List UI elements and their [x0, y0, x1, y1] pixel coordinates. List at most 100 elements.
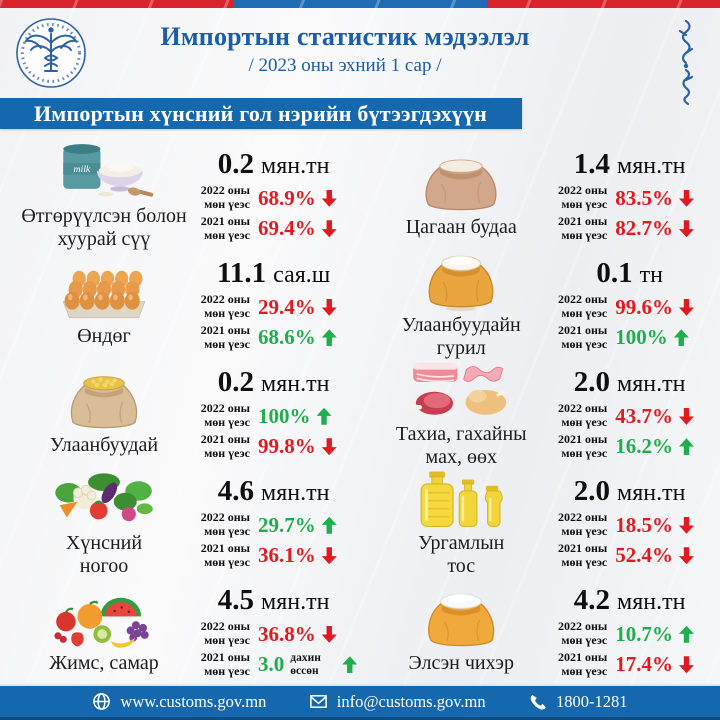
trend-arrow — [321, 516, 337, 534]
customs-logo-icon — [14, 16, 88, 90]
header: Импортын статистик мэдээлэл / 2023 оны э… — [0, 8, 720, 106]
change-vs-2022: 2022 оны мөн үеэс 29.4% — [190, 293, 357, 321]
trend-arrow — [679, 298, 694, 316]
product-card-sugar: Элсэн чихэр 4.2 мян.тн 2022 оны мөн үеэс 1… — [375, 577, 714, 686]
globe-icon — [92, 692, 111, 711]
product-card-wheat-flour: Улаанбуудайн гурил 0.1 тн 2022 оны мөн үеэ… — [375, 250, 714, 359]
trend-arrow — [679, 516, 694, 534]
strip-blue-center — [233, 0, 487, 8]
import-volume: 4.6 мян.тн — [217, 475, 330, 508]
import-volume: 2.0 мян.тн — [573, 366, 686, 399]
import-volume: 2.0 мян.тн — [573, 475, 686, 508]
product-name: Өндөг — [77, 325, 131, 348]
product-name: Элсэн чихэр — [408, 652, 514, 675]
product-name: Тахиа, гахайны мах, өөх — [395, 423, 527, 468]
trend-arrow — [679, 625, 694, 643]
change-vs-2021: 2021 оны мөн үеэс 3.0 дахин өссөн — [190, 650, 358, 679]
change-vs-2022: 2022 оны мөн үеэс 68.9% — [190, 184, 357, 212]
change-vs-2022: 2022 оны мөн үеэс 99.6% — [547, 293, 712, 321]
change-vs-2021: 2021 оны мөн үеэс 99.8% — [190, 432, 357, 461]
footer-phone: 1800-1281 — [528, 692, 628, 712]
change-vs-2021: 2021 оны мөн үеэс 52.4% — [547, 541, 712, 570]
trend-arrow — [321, 298, 337, 316]
trend-arrow — [679, 407, 694, 425]
import-volume: 4.5 мян.тн — [217, 584, 330, 617]
change-vs-2021: 2021 оны мөн үеэс 82.7% — [547, 214, 712, 243]
product-card-rice: Цагаан будаа 1.4 мян.тн 2022 оны мөн үеэс … — [375, 141, 714, 250]
product-card-fruits: Жимс, самар 4.5 мян.тн 2022 оны мөн үеэс 3… — [18, 577, 359, 686]
trend-arrow — [679, 656, 694, 674]
milk-powder-icon: milk — [45, 141, 163, 203]
email-text: info@customs.gov.mn — [336, 691, 486, 711]
import-volume: 0.2 мян.тн — [217, 148, 330, 181]
wheat-sack-icon — [45, 370, 163, 432]
trend-arrow — [679, 438, 694, 456]
rice-sack-icon — [402, 152, 520, 214]
meat-icon — [402, 359, 520, 421]
change-vs-2022: 2022 оны мөн үеэс 10.7% — [547, 620, 712, 648]
product-name: Цагаан будаа — [405, 216, 517, 239]
product-card-wheat: Улаанбуудай 0.2 мян.тн 2022 оны мөн үеэс 1… — [18, 359, 359, 468]
trend-arrow — [321, 220, 337, 238]
trend-arrow — [321, 189, 337, 207]
footer-website: www.customs.gov.mn — [92, 692, 266, 712]
mail-icon — [309, 692, 328, 711]
change-vs-2021: 2021 оны мөн үеэс 17.4% — [547, 650, 712, 679]
product-card-vegetables: Хүнсний ногоо 4.6 мян.тн 2022 оны мөн үеэс… — [18, 468, 359, 577]
product-grid: milk Өтгөрүүлсэн болон хуурай сүү 0.2 мян… — [0, 129, 720, 686]
change-vs-2022: 2022 оны мөн үеэс 18.5% — [547, 511, 712, 539]
change-vs-2021: 2021 оны мөн үеэс 69.4% — [190, 214, 357, 243]
import-volume: 4.2 мян.тн — [573, 584, 686, 617]
import-volume: 1.4 мян.тн — [573, 148, 686, 181]
trend-arrow — [679, 547, 694, 565]
product-name: Хүнсний ногоо — [65, 532, 143, 577]
product-name: Жимс, самар — [49, 652, 159, 675]
phone-text: 1800-1281 — [556, 691, 628, 711]
trend-arrow — [679, 189, 694, 207]
oil-bottles-icon — [402, 468, 520, 530]
website-text: www.customs.gov.mn — [120, 691, 267, 711]
trend-arrow — [321, 625, 337, 643]
trend-arrow — [679, 220, 694, 238]
change-vs-2021: 2021 оны мөн үеэс 36.1% — [190, 541, 357, 570]
import-volume: 0.1 тн — [596, 257, 663, 290]
change-vs-2022: 2022 оны мөн үеэс 43.7% — [547, 402, 712, 430]
change-vs-2022: 2022 оны мөн үеэс 29.7% — [190, 511, 357, 539]
change-vs-2021: 2021 оны мөн үеэс 16.2% — [547, 432, 712, 461]
product-name: Ургамлын тос — [418, 532, 505, 577]
change-vs-2021: 2021 оны мөн үеэс 100% — [547, 323, 712, 352]
footer-email: info@customs.gov.mn — [309, 692, 486, 712]
trend-arrow — [321, 547, 337, 565]
vegetables-icon — [45, 468, 163, 530]
change-vs-2021: 2021 оны мөн үеэс 68.6% — [190, 323, 357, 352]
product-card-vegetable-oil: Ургамлын тос 2.0 мян.тн 2022 оны мөн үеэс … — [375, 468, 714, 577]
section-title: Импортын хүнсний гол нэрийн бүтээгдэхүүн — [34, 100, 488, 126]
import-volume: 11.1 сая.ш — [216, 257, 331, 290]
change-vs-2022: 2022 оны мөн үеэс 36.8% — [190, 620, 357, 648]
footer: www.customs.gov.mn info@customs.gov.mn 1… — [0, 684, 720, 720]
product-name: Улаанбуудайн гурил — [401, 314, 521, 359]
trend-arrow — [673, 329, 689, 347]
trend-arrow — [321, 329, 337, 347]
product-name: Өтгөрүүлсэн болон хуурай сүү — [21, 205, 187, 250]
section-banner: Импортын хүнсний гол нэрийн бүтээгдэхүүн — [0, 98, 522, 129]
trend-arrow — [342, 656, 358, 674]
change-vs-2022: 2022 оны мөн үеэс 100% — [190, 402, 357, 430]
product-card-eggs: Өндөг 11.1 сая.ш 2022 оны мөн үеэс 29.4% 2… — [18, 250, 359, 359]
import-volume: 0.2 мян.тн — [217, 366, 330, 399]
mongolian-script-icon — [674, 18, 698, 110]
sugar-sack-icon — [402, 588, 520, 650]
product-card-meat: Тахиа, гахайны мах, өөх 2.0 мян.тн 2022 о… — [375, 359, 714, 468]
trend-arrow — [321, 438, 337, 456]
strip-red-right — [487, 0, 720, 8]
page-title: Импортын статистик мэдээлэл — [160, 22, 530, 51]
flour-sack-icon — [402, 250, 520, 312]
change-vs-2022: 2022 оны мөн үеэс 83.5% — [547, 184, 712, 212]
phone-icon — [528, 692, 547, 711]
product-card-milk-powder: milk Өтгөрүүлсэн болон хуурай сүү 0.2 мян… — [18, 141, 359, 250]
page-subtitle: / 2023 оны эхний 1 сар / — [248, 55, 442, 76]
trend-arrow — [316, 407, 332, 425]
svg-text:milk: milk — [73, 164, 90, 175]
tricolor-strip — [0, 0, 720, 8]
product-name: Улаанбуудай — [49, 434, 159, 457]
